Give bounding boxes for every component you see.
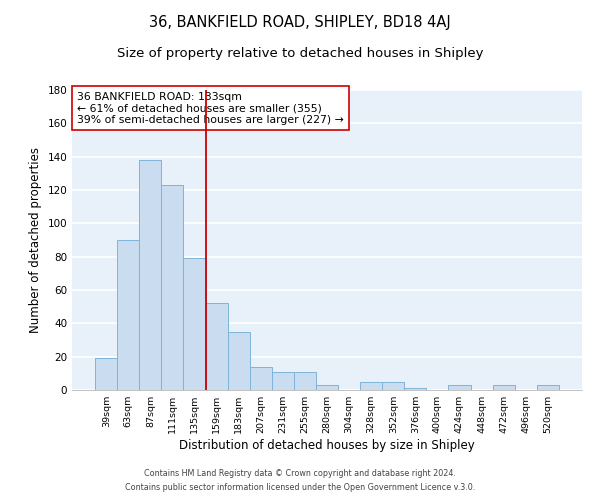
Text: Contains HM Land Registry data © Crown copyright and database right 2024.: Contains HM Land Registry data © Crown c… [144, 468, 456, 477]
X-axis label: Distribution of detached houses by size in Shipley: Distribution of detached houses by size … [179, 439, 475, 452]
Bar [139, 160, 161, 390]
Bar [161, 185, 184, 390]
Bar [537, 385, 559, 390]
Bar [294, 372, 316, 390]
Bar [360, 382, 382, 390]
Bar [250, 366, 272, 390]
Y-axis label: Number of detached properties: Number of detached properties [29, 147, 42, 333]
Bar [316, 385, 338, 390]
Text: 36 BANKFIELD ROAD: 133sqm
← 61% of detached houses are smaller (355)
39% of semi: 36 BANKFIELD ROAD: 133sqm ← 61% of detac… [77, 92, 344, 124]
Bar [404, 388, 427, 390]
Bar [184, 258, 206, 390]
Text: Contains public sector information licensed under the Open Government Licence v.: Contains public sector information licen… [125, 484, 475, 492]
Bar [227, 332, 250, 390]
Text: 36, BANKFIELD ROAD, SHIPLEY, BD18 4AJ: 36, BANKFIELD ROAD, SHIPLEY, BD18 4AJ [149, 15, 451, 30]
Bar [117, 240, 139, 390]
Bar [206, 304, 227, 390]
Bar [382, 382, 404, 390]
Bar [272, 372, 294, 390]
Text: Size of property relative to detached houses in Shipley: Size of property relative to detached ho… [117, 48, 483, 60]
Bar [448, 385, 470, 390]
Bar [493, 385, 515, 390]
Bar [95, 358, 117, 390]
